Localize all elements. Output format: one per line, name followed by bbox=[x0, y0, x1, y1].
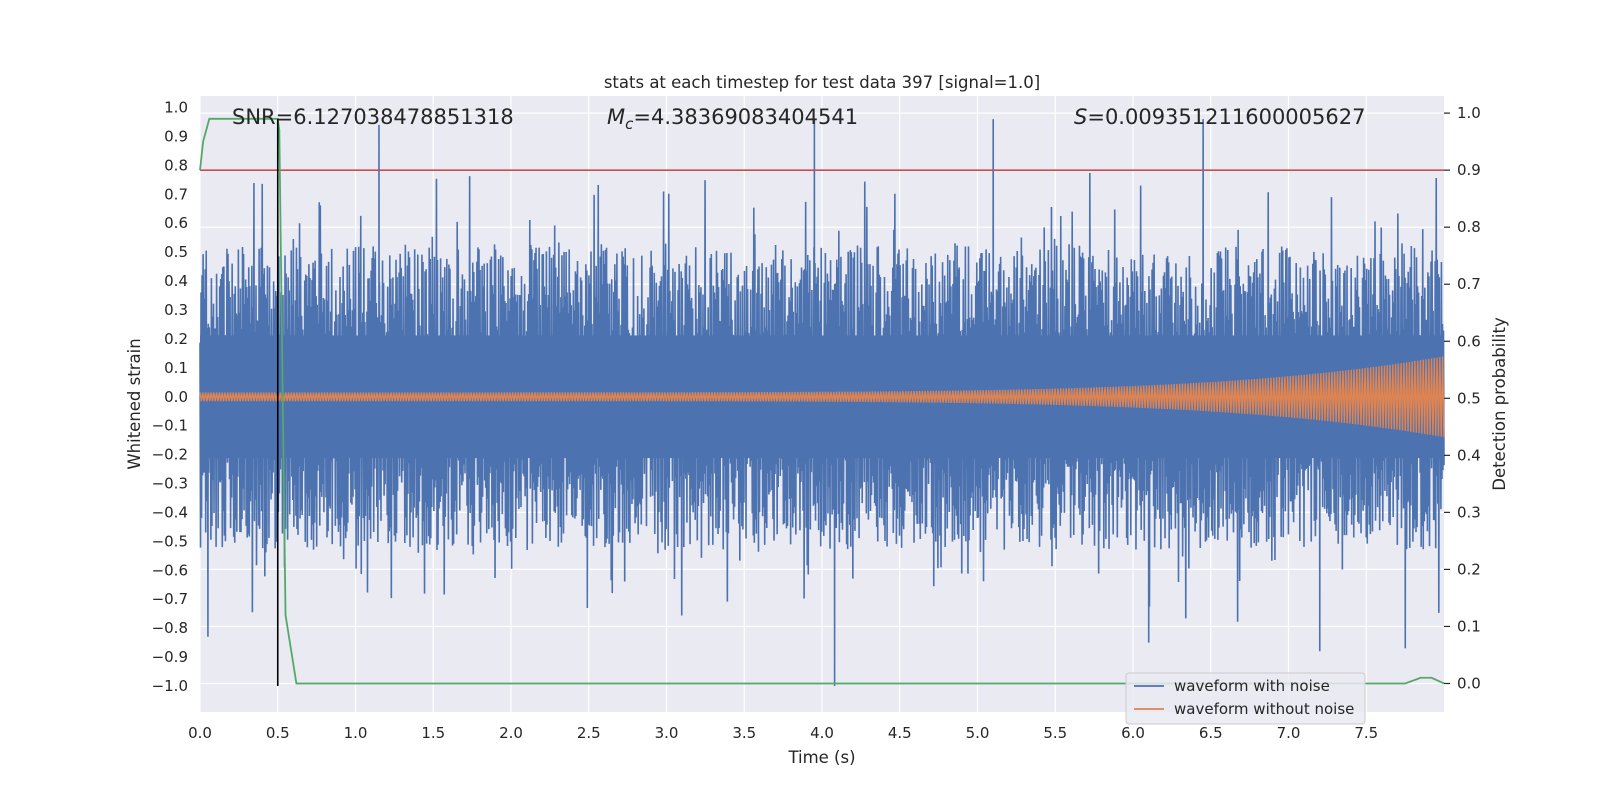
y-right-tick-label: 0.1 bbox=[1457, 617, 1481, 635]
y-right-tick-label: 0.7 bbox=[1457, 275, 1481, 293]
chirp-mass-symbol: M bbox=[607, 105, 625, 129]
x-tick-label: 0.0 bbox=[188, 724, 212, 742]
x-tick-label: 7.5 bbox=[1354, 724, 1378, 742]
y-right-tick-labels: 1.0 0.9 0.8 0.7 0.6 0.5 0.4 0.3 0.2 0.1 0.0 bbox=[1444, 104, 1481, 692]
x-tick-label: 6.0 bbox=[1121, 724, 1145, 742]
x-tick-label: 4.0 bbox=[810, 724, 834, 742]
series-detection-probability bbox=[199, 117, 1445, 685]
y-tick-labels: 1.0 0.9 0.8 0.7 0.6 0.5 0.4 0.3 0.2 0.1 0.0 −0.1 −0.… bbox=[152, 99, 188, 695]
chirp-mass-value: =4.38369083404541 bbox=[633, 105, 858, 129]
legend: waveform with noise waveform without noi… bbox=[1125, 672, 1366, 725]
y-right-tick-label: 0.2 bbox=[1457, 560, 1481, 578]
y-tick-label: 0.9 bbox=[164, 127, 188, 145]
y-tick-label: −0.2 bbox=[152, 446, 188, 464]
s-annotation: S=0.009351211600005627 bbox=[1074, 105, 1365, 129]
x-tick-label: 4.5 bbox=[888, 724, 912, 742]
legend-box bbox=[1125, 672, 1366, 725]
series-layer bbox=[199, 117, 1445, 686]
y-tick-label: 0.2 bbox=[164, 330, 188, 348]
y-tick-label: −0.1 bbox=[152, 417, 188, 435]
x-tick-label: 2.5 bbox=[577, 724, 601, 742]
y-tick-label: 0.7 bbox=[164, 185, 188, 203]
y-tick-label: −0.5 bbox=[152, 532, 188, 550]
x-tick-label: 3.5 bbox=[732, 724, 756, 742]
y-tick-label: −1.0 bbox=[152, 677, 188, 695]
y-tick-label: 1.0 bbox=[164, 99, 188, 117]
y-right-tick-label: 0.6 bbox=[1457, 332, 1481, 350]
x-tick-label: 6.5 bbox=[1199, 724, 1223, 742]
y-right-tick-label: 0.5 bbox=[1457, 389, 1481, 407]
x-tick-label: 7.0 bbox=[1277, 724, 1301, 742]
y-tick-label: −0.3 bbox=[152, 475, 188, 493]
snr-annotation: SNR=6.127038478851318 bbox=[232, 105, 514, 129]
y-right-tick-label: 0.0 bbox=[1457, 674, 1481, 692]
y-tick-label: 0.1 bbox=[164, 359, 188, 377]
series-waveform-without-noise bbox=[199, 356, 1445, 438]
x-tick-label: 1.0 bbox=[344, 724, 368, 742]
y-tick-label: −0.4 bbox=[152, 503, 188, 521]
y-tick-label: 0.5 bbox=[164, 243, 188, 261]
x-tick-labels: 0.0 0.5 1.0 1.5 2.0 2.5 3.0 3.5 4.0 4.5 5.0 5.5 6.0 6… bbox=[188, 724, 1378, 742]
y-right-tick-label: 1.0 bbox=[1457, 104, 1481, 122]
y-right-tick-label: 0.9 bbox=[1457, 161, 1481, 179]
chirp-mass-annotation: Mc=4.38369083404541 bbox=[607, 105, 858, 133]
x-tick-label: 5.0 bbox=[966, 724, 990, 742]
y-tick-label: 0.0 bbox=[164, 388, 188, 406]
y-right-tick-label: 0.3 bbox=[1457, 503, 1481, 521]
y-tick-label: −0.9 bbox=[152, 648, 188, 666]
y-right-tick-label: 0.8 bbox=[1457, 218, 1481, 236]
y-right-axis-label: Detection probability bbox=[1490, 317, 1509, 491]
y-tick-label: −0.6 bbox=[152, 561, 188, 579]
s-symbol: S bbox=[1074, 105, 1087, 129]
y-tick-label: −0.7 bbox=[152, 590, 188, 608]
x-tick-label: 5.5 bbox=[1043, 724, 1067, 742]
y-right-tick-label: 0.4 bbox=[1457, 446, 1481, 464]
chirp-mass-subscript: c bbox=[625, 115, 634, 133]
x-tick-label: 0.5 bbox=[266, 724, 290, 742]
s-value: =0.009351211600005627 bbox=[1087, 105, 1365, 129]
legend-label-waveform-with-noise: waveform with noise bbox=[1174, 677, 1330, 695]
x-tick-label: 3.0 bbox=[655, 724, 679, 742]
y-tick-label: 0.6 bbox=[164, 214, 188, 232]
y-tick-label: 0.3 bbox=[164, 301, 188, 319]
y-tick-label: −0.8 bbox=[152, 619, 188, 637]
x-tick-label: 1.5 bbox=[421, 724, 445, 742]
y-tick-label: 0.8 bbox=[164, 156, 188, 174]
chart-title: stats at each timestep for test data 397… bbox=[604, 73, 1040, 92]
y-axis-label: Whitened strain bbox=[125, 338, 144, 469]
x-tick-label: 2.0 bbox=[499, 724, 523, 742]
legend-label-waveform-without-noise: waveform without noise bbox=[1174, 700, 1354, 718]
y-tick-label: 0.4 bbox=[164, 272, 188, 290]
x-axis-label: Time (s) bbox=[787, 748, 855, 767]
